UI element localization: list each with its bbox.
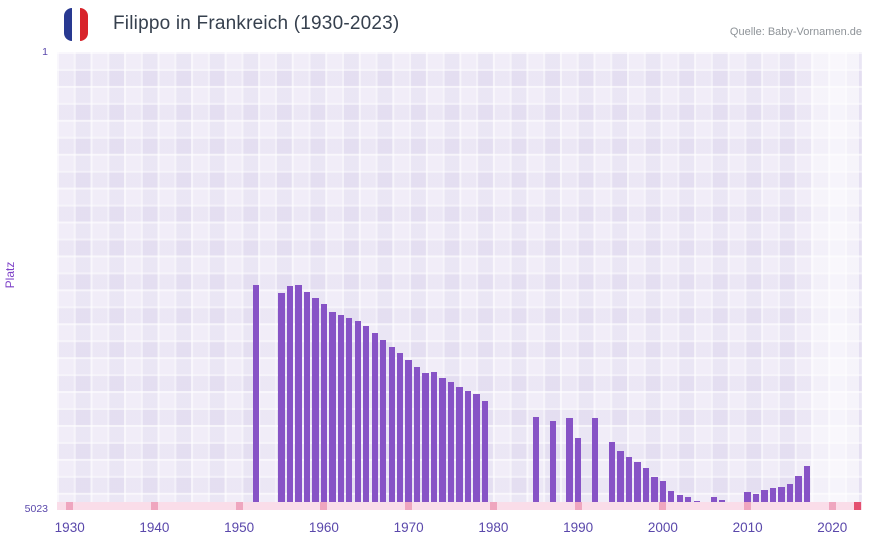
bar-1970[interactable] (405, 359, 412, 510)
bar-1989[interactable] (566, 418, 573, 510)
axis-strip-end-mark (853, 502, 862, 510)
x-tick-label-2010: 2010 (732, 520, 763, 535)
france-flag-icon (64, 8, 88, 41)
x-tick-label-1980: 1980 (478, 520, 509, 535)
x-tick-label-1950: 1950 (224, 520, 255, 535)
x-tick-label-1940: 1940 (139, 520, 170, 535)
bars-layer (57, 52, 862, 510)
bar-1987[interactable] (549, 421, 556, 510)
axis-strip-tick-1990 (574, 502, 582, 510)
bar-1969[interactable] (397, 352, 404, 510)
x-tick-label-2000: 2000 (647, 520, 678, 535)
bar-2013[interactable] (769, 488, 777, 510)
bar-1952[interactable] (252, 284, 260, 510)
axis-strip-tick-1960 (320, 502, 328, 510)
bar-2014[interactable] (778, 486, 785, 510)
bar-1971[interactable] (413, 366, 421, 510)
page-title: Filippo in Frankreich (1930-2023) (113, 13, 400, 34)
x-tick-label-1960: 1960 (308, 520, 339, 535)
bar-1958[interactable] (303, 291, 311, 510)
x-tick-label-1990: 1990 (563, 520, 594, 535)
source-credit: Quelle: Baby-Vornamen.de (729, 26, 862, 38)
axis-strip-tick-2010 (744, 502, 752, 510)
bar-1972[interactable] (422, 373, 429, 510)
axis-strip-tick-2020 (828, 502, 836, 510)
bar-1992[interactable] (591, 417, 599, 510)
bar-1968[interactable] (388, 346, 395, 510)
bar-1955[interactable] (278, 292, 285, 510)
bar-2012[interactable] (761, 490, 768, 510)
bar-1974[interactable] (439, 377, 446, 510)
bar-1995[interactable] (617, 451, 624, 510)
bar-1996[interactable] (625, 457, 633, 510)
axis-strip-tick-1970 (405, 502, 413, 510)
bar-1978[interactable] (473, 394, 480, 510)
bar-1973[interactable] (430, 371, 438, 510)
bar-1994[interactable] (608, 442, 616, 510)
bar-2001[interactable] (668, 490, 675, 510)
axis-strip-tick-1950 (235, 502, 243, 510)
x-axis-strip (57, 502, 862, 510)
bar-1985[interactable] (532, 417, 539, 510)
bar-1957[interactable] (295, 285, 302, 510)
bar-2010[interactable] (744, 492, 751, 510)
bar-1964[interactable] (354, 320, 361, 510)
bar-2015[interactable] (786, 483, 794, 510)
bar-1998[interactable] (642, 467, 650, 510)
axis-strip-tick-1980 (489, 502, 497, 510)
x-tick-label-1930: 1930 (54, 520, 85, 535)
bar-2016[interactable] (795, 476, 802, 510)
bar-1967[interactable] (380, 339, 387, 510)
bar-1960[interactable] (320, 303, 328, 510)
bar-1965[interactable] (363, 326, 370, 510)
bar-1966[interactable] (371, 333, 378, 510)
x-axis-labels: 1930 1940 1950 1960 1970 1980 1990 2000 2010 2020 (55, 520, 862, 540)
bar-1999[interactable] (651, 476, 658, 510)
x-tick-label-2020: 2020 (817, 520, 848, 535)
bar-1956[interactable] (286, 286, 294, 510)
axis-strip-tick-1930 (66, 502, 74, 510)
flag-stripe-white (72, 8, 80, 41)
bar-2000[interactable] (659, 481, 666, 510)
bar-1976[interactable] (456, 386, 463, 510)
bar-1975[interactable] (447, 381, 455, 510)
bar-1962[interactable] (337, 315, 344, 510)
bar-2017[interactable] (803, 466, 811, 510)
bar-1963[interactable] (346, 317, 353, 510)
axis-strip-tick-1940 (150, 502, 158, 510)
bar-1959[interactable] (312, 297, 319, 510)
flag-stripe-blue (64, 8, 72, 41)
bar-2011[interactable] (752, 493, 760, 510)
y-axis-title: Platz (3, 261, 17, 289)
plot-area[interactable] (57, 52, 862, 510)
bar-1977[interactable] (464, 390, 472, 510)
bar-1990[interactable] (574, 437, 582, 510)
axis-strip-tick-2000 (659, 502, 667, 510)
x-tick-label-1970: 1970 (393, 520, 424, 535)
y-tick-top: 1 (42, 46, 48, 58)
flag-stripe-red (80, 8, 88, 41)
bar-1961[interactable] (329, 312, 336, 510)
bar-1997[interactable] (634, 462, 641, 510)
bar-1979[interactable] (481, 401, 489, 510)
y-tick-bottom: 5023 (24, 503, 48, 515)
